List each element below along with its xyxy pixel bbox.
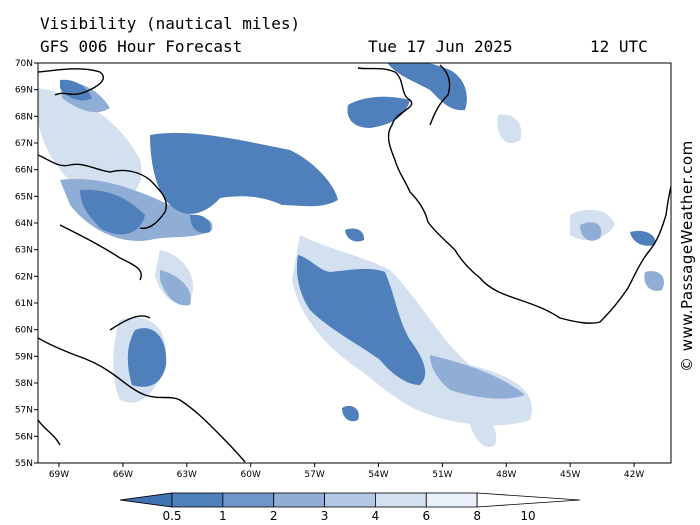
visibility-area-dark [190, 214, 211, 234]
lon-label: 60W [241, 470, 261, 480]
lat-label: 60N [15, 326, 33, 336]
colorbar-label: 6 [422, 509, 431, 523]
visibility-area-dark [80, 189, 145, 235]
colorbar-label: 8 [473, 509, 481, 523]
copyright-text: © www.PassageWeather.com [678, 140, 696, 372]
lon-label: 42W [624, 470, 644, 480]
chart-title: Visibility (nautical miles) [40, 14, 301, 33]
lat-label: 58N [15, 379, 33, 389]
lat-label: 62N [15, 272, 33, 282]
greenland-inner-coast [429, 64, 451, 126]
forecast-time: 12 UTC [590, 37, 648, 56]
visibility-area-medium [580, 222, 602, 241]
lat-label: 57N [15, 406, 33, 416]
colorbar-segment [222, 492, 275, 508]
colorbar-label: 1 [219, 509, 227, 523]
lat-label: 64N [15, 219, 33, 229]
visibility-area-dark [150, 132, 338, 214]
lat-label: 70N [15, 59, 33, 69]
visibility-area-dark [60, 79, 92, 101]
baffin-coastline [38, 68, 167, 281]
lon-label: 69W [49, 470, 69, 480]
colorbar-segment [476, 492, 581, 508]
visibility-area-dark [345, 228, 365, 242]
visibility-area-dark [342, 405, 359, 422]
colorbar-segment [375, 492, 427, 508]
colorbar [119, 492, 581, 508]
lon-label: 63W [177, 470, 197, 480]
colorbar-label: 2 [269, 509, 278, 523]
visibility-area-medium [644, 271, 665, 291]
visibility-area-light [38, 88, 142, 200]
colorbar-segment [171, 492, 224, 508]
colorbar-label: 0.5 [162, 509, 182, 523]
visibility-area-dark [630, 230, 656, 246]
visibility-area-medium [430, 355, 525, 399]
map-frame [37, 62, 672, 464]
lat-label: 59N [15, 352, 33, 362]
visibility-shading [38, 63, 665, 448]
lon-label: 51W [432, 470, 452, 480]
lat-label: 65N [15, 192, 33, 202]
visibility-area-light [470, 410, 497, 448]
visibility-area-light [497, 114, 522, 144]
colorbar-segment [324, 492, 376, 508]
greenland-coastline [357, 67, 671, 324]
visibility-area-dark [296, 255, 426, 385]
lat-label: 55N [15, 459, 33, 469]
colorbar-segment [273, 492, 325, 508]
hudson-coast [38, 419, 61, 446]
coastlines [38, 64, 671, 463]
colorbar-segment [119, 492, 173, 508]
lat-label: 69N [15, 86, 33, 96]
lat-label: 68N [15, 112, 33, 122]
lat-label: 63N [15, 246, 33, 256]
lat-label: 67N [15, 139, 33, 149]
lat-label: 66N [15, 166, 33, 176]
lon-label: 54W [368, 470, 388, 480]
latitude-axis: 70N 69N 68N 67N 66N 65N 64N 63N 62N 61N 60N 59N 58N 5… [15, 59, 38, 469]
visibility-area-dark [347, 96, 410, 128]
colorbar-label: 4 [371, 509, 380, 523]
lon-label: 45W [560, 470, 580, 480]
visibility-area-medium [160, 270, 191, 306]
forecast-date: Tue 17 Jun 2025 [368, 37, 513, 56]
lon-label: 66W [113, 470, 133, 480]
lon-label: 57W [304, 470, 324, 480]
longitude-axis: 69W 66W 63W 60W 57W 54W 51W 48W 45W 42W [49, 463, 644, 480]
colorbar-segment [425, 492, 478, 508]
colorbar-label: 3 [320, 509, 329, 523]
lat-label: 61N [15, 299, 33, 309]
labrador-coastline [38, 315, 246, 463]
colorbar-label: 10 [520, 509, 536, 523]
lon-label: 48W [496, 470, 516, 480]
lat-label: 56N [15, 432, 33, 442]
visibility-area-dark [127, 328, 167, 387]
forecast-model: GFS 006 Hour Forecast [40, 37, 243, 56]
